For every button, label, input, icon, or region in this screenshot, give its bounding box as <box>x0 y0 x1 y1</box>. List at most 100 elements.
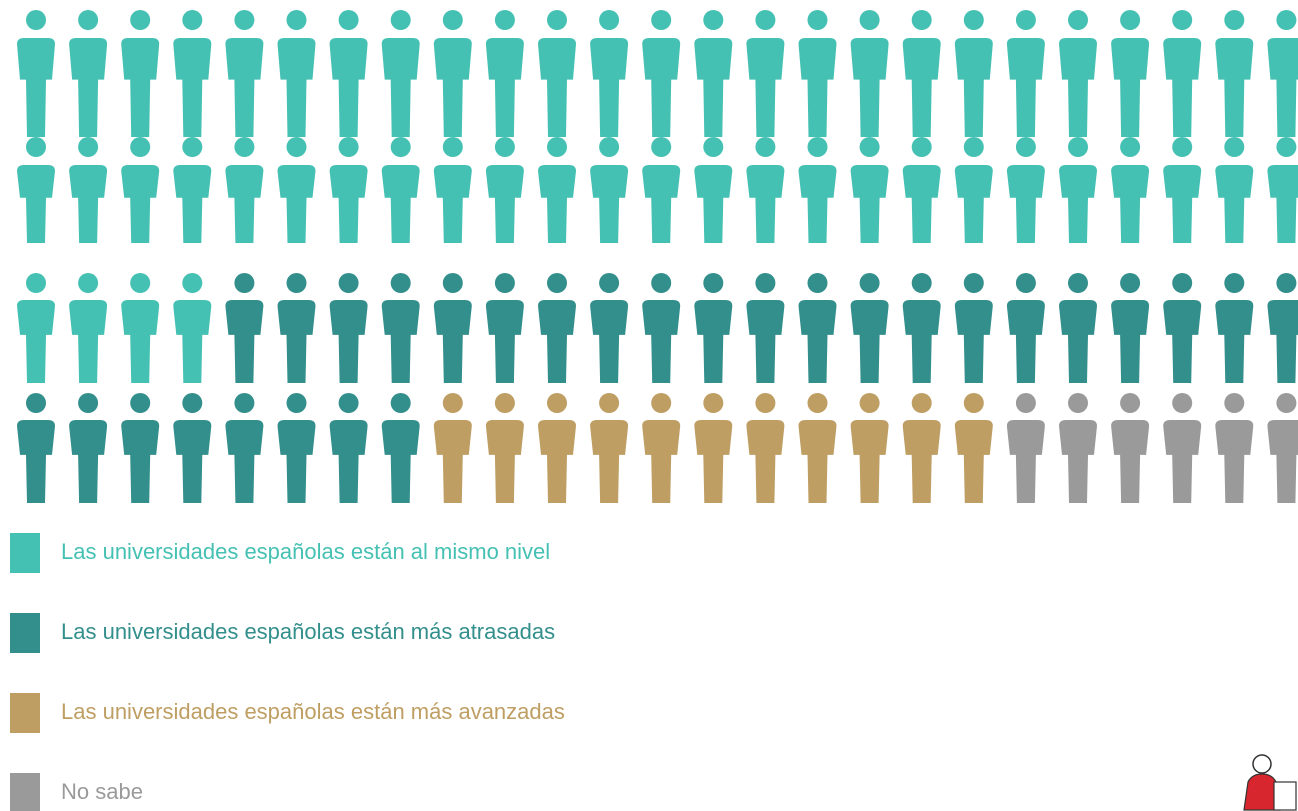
person-body <box>69 38 108 137</box>
person-head <box>651 137 672 157</box>
person-head <box>494 393 515 413</box>
person-head <box>26 10 46 30</box>
person-head <box>442 10 463 30</box>
person-body <box>590 420 629 503</box>
person-head <box>1015 393 1036 413</box>
person-head <box>494 137 515 157</box>
person-body <box>329 300 368 383</box>
person-head <box>78 137 99 157</box>
legend-swatch <box>10 613 40 653</box>
person-body <box>1059 300 1097 383</box>
person-head <box>1015 273 1036 293</box>
person-head <box>234 273 255 293</box>
person-body <box>433 165 472 243</box>
person-body <box>381 300 420 383</box>
person-head <box>859 273 880 293</box>
legend-label: Las universidades españolas están más at… <box>61 619 555 644</box>
person-body <box>329 165 368 243</box>
person-body <box>17 38 55 137</box>
person-head <box>1120 273 1141 293</box>
person-head <box>390 273 411 293</box>
person-body <box>538 165 576 243</box>
person-head <box>1276 137 1297 157</box>
person-head <box>755 273 776 293</box>
icons <box>17 10 1298 503</box>
person-head <box>911 273 932 293</box>
person-head <box>442 393 463 413</box>
person-head <box>1015 10 1036 30</box>
person-head <box>1068 273 1088 293</box>
category-icons <box>1006 393 1298 503</box>
person-head <box>130 393 151 413</box>
person-body <box>850 165 889 243</box>
person-body <box>1059 38 1097 137</box>
legend-swatch <box>10 773 40 811</box>
logo <box>1243 754 1297 811</box>
person-head <box>78 10 99 30</box>
person-body <box>798 300 837 383</box>
person-body <box>694 420 733 503</box>
legend-label: Las universidades españolas están al mis… <box>61 539 550 564</box>
person-body <box>121 300 160 383</box>
person-head <box>599 393 620 413</box>
person-body <box>954 165 993 243</box>
person-head <box>338 393 359 413</box>
person-head <box>286 10 307 30</box>
person-head <box>182 273 203 293</box>
person-body <box>17 300 55 383</box>
person-body <box>1215 420 1254 503</box>
person-head <box>703 393 724 413</box>
person-body <box>954 38 993 137</box>
person-body <box>798 420 837 503</box>
person-head <box>26 393 46 413</box>
person-body <box>1111 38 1150 137</box>
person-head <box>78 273 99 293</box>
person-body <box>17 420 55 503</box>
person-head <box>130 273 151 293</box>
person-body <box>850 38 889 137</box>
person-body <box>485 300 524 383</box>
person-body <box>1006 165 1045 243</box>
person-body <box>173 165 212 243</box>
person-head <box>547 10 567 30</box>
person-head <box>1172 393 1193 413</box>
person-body <box>121 420 160 503</box>
person-head <box>390 10 411 30</box>
person-body <box>173 38 212 137</box>
person-body <box>642 420 681 503</box>
person-body <box>902 38 941 137</box>
person-head <box>963 10 984 30</box>
person-head <box>182 137 203 157</box>
person-body <box>121 38 160 137</box>
person-head <box>807 137 828 157</box>
person-head <box>807 10 828 30</box>
person-body <box>746 300 785 383</box>
person-head <box>1276 10 1297 30</box>
person-body <box>173 300 212 383</box>
person-body <box>590 165 629 243</box>
person-head <box>1068 137 1088 157</box>
person-body <box>1163 300 1202 383</box>
person-body <box>1111 165 1150 243</box>
person-body <box>694 300 733 383</box>
person-body <box>225 38 264 137</box>
person-body <box>902 300 941 383</box>
person-body <box>1059 165 1097 243</box>
person-body <box>69 165 108 243</box>
person-head <box>703 137 724 157</box>
person-body <box>538 300 576 383</box>
person-head <box>1224 273 1245 293</box>
person-head <box>1120 393 1141 413</box>
person-body <box>173 420 212 503</box>
person-head <box>1172 137 1193 157</box>
person-body <box>69 420 108 503</box>
person-head <box>911 137 932 157</box>
person-head <box>755 137 776 157</box>
person-head <box>26 273 46 293</box>
person-body <box>1267 165 1298 243</box>
person-body <box>954 420 993 503</box>
person-body <box>381 165 420 243</box>
person-head <box>338 10 359 30</box>
person-head <box>703 10 724 30</box>
